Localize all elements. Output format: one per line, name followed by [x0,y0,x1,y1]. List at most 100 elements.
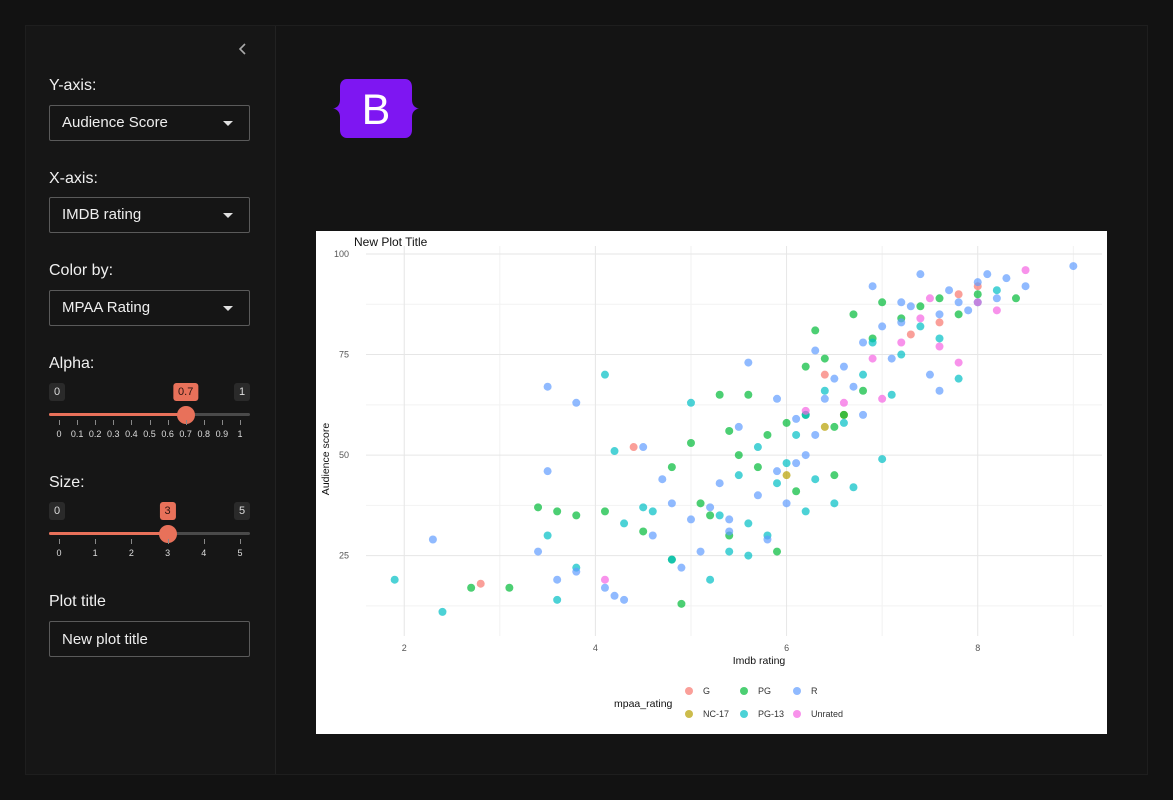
data-point-r [543,467,552,476]
legend-label: Unrated [811,709,843,719]
size-tick-label: 4 [201,548,207,558]
data-point-g [954,290,963,299]
data-point-r [1021,282,1030,291]
data-point-pg [667,463,676,472]
data-point-pg-13 [830,499,839,508]
data-point-pg-13 [849,483,858,492]
data-point-r [639,443,648,452]
data-point-pg-13 [897,350,906,359]
plot-title: New Plot Title [354,235,428,249]
data-point-r [1002,274,1011,283]
data-point-unrated [916,314,925,323]
alpha-tick-label: 0.5 [143,429,156,439]
color-select[interactable]: MPAA Rating [49,290,250,326]
data-point-r [610,591,619,600]
data-point-pg-13 [792,430,801,439]
data-point-r [992,294,1001,303]
size-tick-label: 1 [92,548,98,558]
size-tick-label: 5 [237,548,243,558]
y-tick-label: 25 [339,551,349,561]
data-point-pg-13 [543,531,552,540]
data-point-r [715,479,724,488]
legend-label: R [811,686,818,696]
x-axis-label: Imdb rating [733,655,786,667]
data-point-pg [725,426,734,435]
data-point-g [476,579,485,588]
y-tick-label: 50 [339,450,349,460]
bootstrap-logo-icon: B [333,79,419,138]
yaxis-select[interactable]: Audience Score [49,105,250,141]
data-point-pg [878,298,887,307]
size-ticks: 0 1 2 3 4 5 [49,539,250,559]
data-point-pg [1011,294,1020,303]
chevron-left-icon[interactable] [232,39,254,61]
data-point-pg-13 [390,575,399,584]
data-point-pg-13 [600,370,609,379]
plot-title-input[interactable] [49,621,250,657]
data-point-r [773,467,782,476]
data-point-nc-17 [782,471,791,480]
data-point-pg [744,390,753,399]
size-slider[interactable]: 0 5 3 0 1 2 3 4 5 [49,502,250,572]
data-point-r [543,382,552,391]
alpha-tick [59,420,60,425]
alpha-tick [149,420,151,425]
data-point-r [600,583,609,592]
xaxis-select[interactable]: IMDB rating [49,197,250,233]
data-point-r [964,306,973,315]
alpha-tick-label: 0.4 [125,429,138,439]
size-tick-label: 3 [165,548,171,558]
size-tick [131,539,133,544]
data-point-r [677,563,686,572]
data-point-r [897,298,906,307]
data-point-pg-13 [706,575,715,584]
data-point-pg [973,290,982,299]
alpha-slider[interactable]: 0 1 0.7 0 0.1 0.2 0.3 0.4 0.5 0.6 0.7 0.8 0.9 1 [49,383,250,453]
data-point-r [773,394,782,403]
size-handle[interactable] [158,525,177,543]
data-point-pg [534,503,543,512]
data-point-g [629,443,638,452]
data-point-r [945,286,954,295]
size-tick-label: 0 [56,548,62,558]
data-point-r [935,386,944,395]
alpha-tick-label: 0.7 [179,429,192,439]
data-point-r [753,491,762,500]
legend-key-g [685,687,693,695]
plot-panel: 2 4 6 8 25 50 75 100 New Plot Title Imdb rating Au… [316,231,1107,734]
data-point-r [572,398,581,407]
data-point-r [935,310,944,319]
data-point-g [906,330,915,339]
y-tick-label: 75 [339,350,349,360]
legend-label: G [703,686,710,696]
alpha-min: 0 [49,383,65,401]
alpha-tick [167,420,169,425]
size-fill [49,532,168,535]
legend-key-pg [740,687,748,695]
alpha-tick [221,420,223,425]
data-point-pg-13 [639,503,648,512]
legend-label: PG [758,686,771,696]
size-value: 3 [159,502,176,520]
data-point-unrated [839,398,848,407]
data-point-pg-13 [725,547,734,556]
data-point-r [620,595,629,604]
data-point-r [725,515,734,524]
data-point-unrated [868,354,877,363]
data-point-pg-13 [887,390,896,399]
alpha-value: 0.7 [173,383,199,401]
data-point-r [696,547,705,556]
alpha-handle[interactable] [176,406,195,424]
data-point-r [859,338,868,347]
data-point-r [973,278,982,287]
data-point-r [811,430,820,439]
data-point-pg [572,511,581,520]
data-point-pg [830,471,839,480]
legend-key-r [793,687,801,695]
data-point-r [925,370,934,379]
data-point-unrated [897,338,906,347]
xaxis-label: X-axis: [49,170,98,187]
data-point-r [897,318,906,327]
size-tick [240,539,241,544]
data-point-pg-13 [773,479,782,488]
